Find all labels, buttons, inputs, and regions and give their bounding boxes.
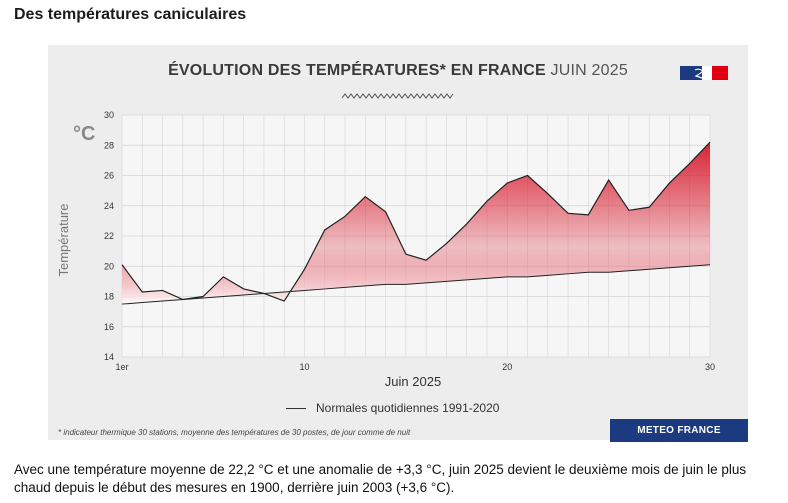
x-tick-label: 30: [705, 362, 715, 372]
footnote: * indicateur thermique 30 stations, moye…: [58, 428, 411, 437]
summary-paragraph: Avec une température moyenne de 22,2 °C …: [14, 462, 747, 495]
section-heading: Des températures caniculaires: [14, 6, 247, 23]
temperature-chart: 14 16 18 20 22 24 26 28 30 1er 10 20 30: [104, 110, 715, 372]
anomaly-fill-area: [122, 142, 710, 305]
y-tick-label: 28: [104, 140, 114, 150]
chart-title-main: ÉVOLUTION DES TEMPÉRATURES* EN FRANCE: [168, 62, 546, 79]
chart-card: ÉVOLUTION DES TEMPÉRATURES* EN FRANCE JU…: [48, 45, 748, 442]
meteo-france-badge: METEO FRANCE: [610, 419, 748, 442]
chart-title: ÉVOLUTION DES TEMPÉRATURES* EN FRANCE JU…: [48, 62, 748, 80]
normals-line: [121, 264, 711, 305]
x-tick-label: 10: [299, 362, 309, 372]
y-tick-label: 16: [104, 322, 114, 332]
y-tick-label: 14: [104, 352, 114, 362]
legend-label: Normales quotidiennes 1991-2020: [316, 401, 500, 415]
y-tick-label: 18: [104, 292, 114, 302]
legend: Normales quotidiennes 1991-2020: [286, 401, 499, 415]
x-tick-label: 1er: [115, 362, 128, 372]
y-tick-label: 24: [104, 201, 114, 211]
y-tick-label: 20: [104, 261, 114, 271]
observed-temperature-line: [121, 141, 711, 302]
chart-title-period: JUIN 2025: [550, 62, 628, 79]
y-tick-label: 30: [104, 110, 114, 120]
republic-flag-logo: [680, 66, 728, 80]
unit-label: °C: [73, 123, 96, 145]
legend-line-swatch: [286, 408, 306, 410]
x-tick-label: 20: [502, 362, 512, 372]
y-tick-label: 26: [104, 171, 114, 181]
y-tick-label: 22: [104, 231, 114, 241]
title-underline-decoration: [342, 93, 454, 99]
x-axis-title: Juin 2025: [384, 374, 442, 389]
